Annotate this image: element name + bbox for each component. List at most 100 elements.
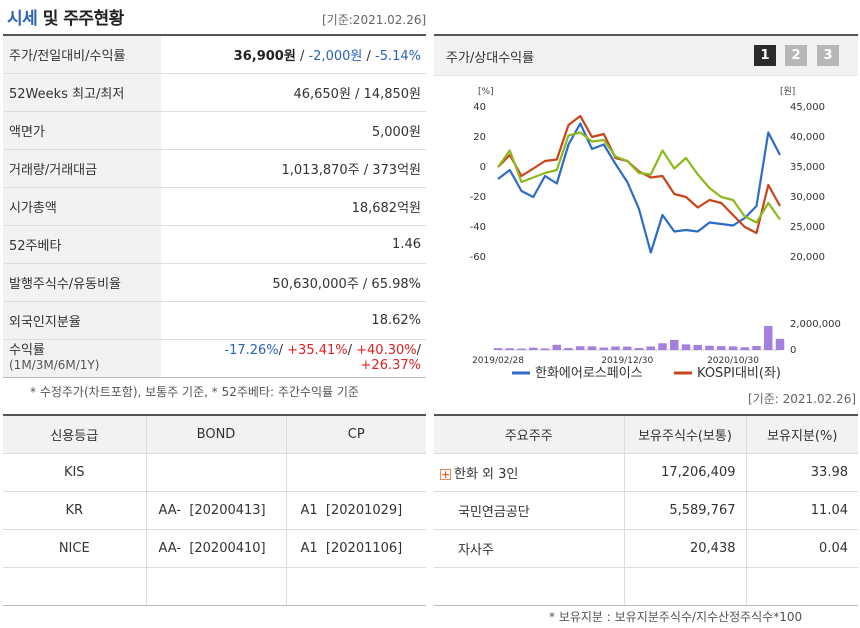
right-axis-unit: [원] bbox=[780, 86, 795, 97]
summary-value: 1.46 bbox=[161, 225, 426, 264]
volume-bar bbox=[599, 347, 608, 350]
holders-header: 주요주주 bbox=[434, 415, 625, 454]
summary-row: 외국인지분율 18.62% bbox=[3, 301, 426, 340]
volume-bar bbox=[529, 347, 538, 350]
chart-base-date: [기준: 2021.02.26] bbox=[748, 392, 857, 406]
chart-title: 주가/상대수익률 bbox=[446, 51, 535, 66]
section-title-rest: 및 주주현황 bbox=[37, 9, 125, 29]
volume-bar bbox=[752, 345, 761, 350]
right-axis-tick-label: 45,000 bbox=[790, 102, 825, 113]
summary-value: 50,630,000주 / 65.98% bbox=[161, 263, 426, 302]
volume-bar bbox=[623, 346, 632, 350]
shareholders-table: 주요주주 보유주식수(보통) 보유지분(%) + 한화 외 3인 17,206,4… bbox=[434, 414, 858, 606]
table-row: NICE AA- [20200410] A1 [20201106] bbox=[3, 529, 426, 568]
credit-agency: NICE bbox=[3, 529, 147, 568]
volume-bar bbox=[658, 343, 667, 350]
separator: / bbox=[278, 343, 288, 358]
holders-header: 보유주식수(보통) bbox=[624, 415, 747, 454]
price-change-pct: -5.14% bbox=[375, 48, 421, 64]
summary-value: 5,000원 bbox=[161, 111, 426, 150]
chart-page-3-button[interactable]: 3 bbox=[817, 45, 839, 66]
return-1y: +26.37% bbox=[360, 358, 421, 373]
holder-name-cell: + 한화 외 3인 bbox=[434, 453, 625, 492]
credit-bond bbox=[146, 453, 287, 492]
volume-bar bbox=[587, 346, 597, 350]
summary-label: 시가총액 bbox=[3, 187, 161, 226]
summary-row: 거래량/거래대금 1,013,870주 / 373억원 bbox=[3, 149, 426, 188]
holder-name[interactable]: 한화 외 3인 bbox=[454, 466, 519, 482]
summary-label: 주가/전일대비/수익률 bbox=[3, 35, 161, 74]
holder-name: 자사주 bbox=[434, 529, 625, 568]
summary-row: 52주베타 1.46 bbox=[3, 225, 426, 264]
price-value-cell: 36,900원 / -2,000원 / -5.14% bbox=[161, 35, 426, 74]
returns-value: -17.26%/ +35.41%/ +40.30%/ +26.37% bbox=[161, 339, 426, 378]
summary-label: 거래량/거래대금 bbox=[3, 149, 161, 188]
credit-agency: KIS bbox=[3, 453, 147, 492]
volume-axis-tick-label: 2,000,000 bbox=[790, 319, 841, 330]
volume-bar bbox=[564, 348, 573, 350]
chart-page-1-button[interactable]: 1 bbox=[754, 45, 776, 66]
summary-value: 46,650원 / 14,850원 bbox=[161, 73, 426, 112]
x-axis-tick-label: 2020/10/30 bbox=[707, 356, 759, 366]
right-axis-tick-label: 35,000 bbox=[790, 162, 825, 173]
holder-shares: 17,206,409 bbox=[624, 453, 747, 492]
current-price: 36,900원 bbox=[233, 48, 296, 64]
volume-bar bbox=[540, 348, 550, 350]
volume-bar bbox=[705, 345, 714, 350]
summary-label: 발행주식수/유동비율 bbox=[3, 263, 161, 302]
left-axis-tick-label: -60 bbox=[470, 252, 486, 263]
holder-pct bbox=[746, 567, 858, 606]
summary-value: 1,013,870주 / 373억원 bbox=[161, 149, 426, 188]
credit-cp bbox=[286, 567, 426, 606]
credit-header: CP bbox=[286, 415, 426, 454]
summary-row: 발행주식수/유동비율 50,630,000주 / 65.98% bbox=[3, 263, 426, 302]
holders-header-row: 주요주주 보유주식수(보통) 보유지분(%) bbox=[434, 415, 858, 454]
series-line-3 bbox=[497, 131, 781, 224]
summary-label: 액면가 bbox=[3, 111, 161, 150]
separator: / bbox=[347, 343, 357, 358]
volume-bar bbox=[728, 346, 738, 350]
credit-bond: AA- [20200410] bbox=[146, 529, 287, 568]
chart-page-2-button[interactable]: 2 bbox=[785, 45, 807, 66]
credit-header: BOND bbox=[146, 415, 287, 454]
x-axis-tick-label: 2019/12/30 bbox=[601, 356, 653, 366]
holder-shares bbox=[624, 567, 747, 606]
credit-agency bbox=[3, 567, 147, 606]
volume-bar bbox=[681, 344, 691, 350]
expand-plus-icon[interactable]: + bbox=[440, 467, 451, 481]
volume-bar bbox=[517, 348, 526, 350]
summary-row: 액면가 5,000원 bbox=[3, 111, 426, 150]
credit-header-row: 신용등급 BOND CP bbox=[3, 415, 426, 454]
credit-cp: A1 [20201106] bbox=[286, 529, 426, 568]
summary-footnote: * 수정주가(차트포함), 보통주 기준, * 52주베타: 주간수익률 기준 bbox=[30, 385, 359, 399]
volume-bar bbox=[775, 338, 785, 350]
return-3m: +35.41% bbox=[287, 343, 348, 358]
section-title-prefix: 시세 bbox=[7, 9, 38, 29]
base-date: [기준:2021.02.26] bbox=[322, 13, 427, 27]
summary-row: 시가총액 18,682억원 bbox=[3, 187, 426, 226]
credit-rating-table: 신용등급 BOND CP KIS KR AA- [20200413] A1 [202… bbox=[3, 414, 426, 606]
holders-header: 보유지분(%) bbox=[746, 415, 858, 454]
summary-value: 18,682억원 bbox=[161, 187, 426, 226]
credit-agency: KR bbox=[3, 491, 147, 530]
price-change: -2,000원 bbox=[308, 48, 363, 64]
volume-bar bbox=[493, 348, 503, 350]
volume-bar bbox=[646, 346, 655, 350]
volume-bar bbox=[670, 339, 679, 350]
left-axis-tick-label: 40 bbox=[473, 102, 486, 113]
return-1m: -17.26% bbox=[224, 343, 279, 358]
legend-label: KOSPI대비(좌) bbox=[697, 366, 781, 381]
summary-table: 주가/전일대비/수익률 36,900원 / -2,000원 / -5.14% 5… bbox=[3, 34, 426, 378]
holders-footnote: * 보유지분 : 보유지분주식수/지수산정주식수*100 bbox=[549, 610, 803, 624]
holder-name: 국민연금공단 bbox=[434, 491, 625, 530]
summary-value: 18.62% bbox=[161, 301, 426, 340]
right-axis-tick-label: 20,000 bbox=[790, 252, 825, 263]
volume-bar bbox=[740, 347, 749, 350]
returns-label: 수익률 (1M/3M/6M/1Y) bbox=[3, 339, 161, 378]
separator: / bbox=[295, 48, 309, 64]
returns-label-main: 수익률 bbox=[9, 343, 45, 358]
credit-header: 신용등급 bbox=[3, 415, 147, 454]
table-row bbox=[3, 567, 426, 606]
summary-row: 주가/전일대비/수익률 36,900원 / -2,000원 / -5.14% bbox=[3, 35, 426, 74]
summary-label: 52주베타 bbox=[3, 225, 161, 264]
